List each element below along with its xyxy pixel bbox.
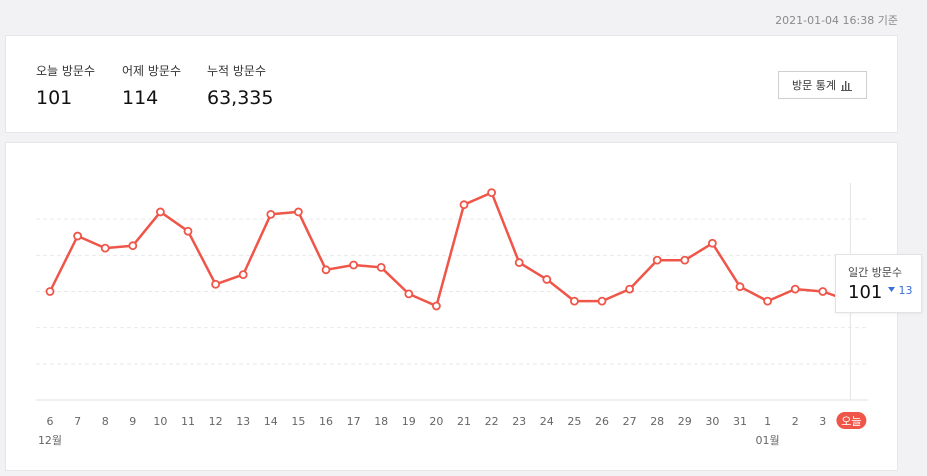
x-tick-label: 25 bbox=[567, 415, 581, 428]
data-point bbox=[100, 243, 110, 253]
tooltip-change-value: 13 bbox=[898, 284, 913, 297]
data-point bbox=[570, 296, 579, 306]
x-tick-label: 26 bbox=[595, 415, 609, 428]
x-tick-label: 12 bbox=[209, 415, 223, 428]
data-point bbox=[349, 260, 359, 270]
tooltip-label: 일간 방문수 bbox=[848, 266, 903, 279]
x-tick-label: 11 bbox=[181, 415, 195, 428]
x-tick-label: 7 bbox=[74, 415, 81, 428]
x-tick-label: 17 bbox=[347, 415, 361, 428]
today-visits: 오늘 방문수 101 bbox=[36, 62, 95, 109]
data-point bbox=[266, 209, 276, 219]
daily-visits-chart: 6 7 8 9 10 11 12 13 14 15 16 17 18 19 20 21 22 23 24 25 26 27… bbox=[36, 183, 868, 447]
data-point bbox=[155, 207, 165, 217]
x-tick-label: 10 bbox=[153, 415, 167, 428]
x-tick-label: 29 bbox=[678, 415, 692, 428]
data-point bbox=[542, 275, 552, 284]
x-tick-label: 24 bbox=[540, 415, 554, 428]
yesterday-visits-value: 114 bbox=[122, 87, 159, 109]
today-badge bbox=[836, 412, 867, 429]
total-visits-label: 누적 방문수 bbox=[207, 64, 267, 78]
x-tick-label-today: 오늘 bbox=[841, 415, 861, 428]
bar-chart-icon bbox=[840, 80, 852, 91]
data-point bbox=[45, 287, 55, 296]
today-visits-label: 오늘 방문수 bbox=[36, 64, 96, 78]
x-tick-label: 19 bbox=[402, 415, 416, 428]
visit-stats-button[interactable]: 방문 통계 bbox=[778, 71, 867, 99]
data-point bbox=[321, 265, 331, 275]
x-tick-label: 14 bbox=[264, 415, 278, 428]
x-tick-label: 18 bbox=[374, 415, 388, 428]
daily-visits-chart-card: 6 7 8 9 10 11 12 13 14 15 16 17 18 19 20 21 22 23 24 25 26 27… bbox=[5, 142, 898, 471]
data-point bbox=[708, 238, 717, 248]
x-tick-label: 1 bbox=[764, 415, 771, 428]
month-label: 12월 bbox=[38, 434, 62, 447]
x-tick-label: 31 bbox=[733, 415, 747, 428]
daily-visits-tooltip: 일간 방문수 101 13 bbox=[835, 254, 922, 313]
data-point bbox=[763, 296, 772, 306]
x-tick-label: 23 bbox=[512, 415, 526, 428]
visit-summary-card: 오늘 방문수 101 어제 방문수 114 누적 방문수 63,335 방문 통… bbox=[5, 35, 898, 133]
data-point bbox=[128, 241, 138, 251]
tooltip-value: 101 bbox=[848, 282, 883, 303]
x-tick-label: 28 bbox=[650, 415, 664, 428]
data-point bbox=[790, 284, 800, 294]
yesterday-visits-label: 어제 방문수 bbox=[122, 64, 182, 78]
x-tick-label: 22 bbox=[485, 415, 499, 428]
data-point bbox=[431, 301, 441, 311]
yesterday-visits: 어제 방문수 114 bbox=[122, 62, 181, 109]
today-visits-value: 101 bbox=[36, 87, 73, 109]
data-point bbox=[459, 200, 469, 210]
total-visits-value: 63,335 bbox=[207, 87, 274, 109]
data-point bbox=[293, 207, 303, 217]
data-point bbox=[183, 226, 193, 236]
tooltip-change: 13 bbox=[888, 284, 913, 297]
data-point bbox=[625, 284, 634, 294]
month-label: 01월 bbox=[756, 434, 780, 447]
data-point bbox=[238, 270, 248, 280]
data-point bbox=[514, 258, 524, 267]
data-point bbox=[404, 289, 414, 299]
x-tick-label: 16 bbox=[319, 415, 333, 428]
x-tick-label: 2 bbox=[792, 415, 799, 428]
data-point bbox=[735, 282, 745, 292]
x-tick-label: 9 bbox=[129, 415, 136, 428]
data-point bbox=[211, 279, 221, 289]
x-tick-label: 20 bbox=[429, 415, 443, 428]
data-point bbox=[680, 255, 690, 265]
x-tick-label: 21 bbox=[457, 415, 471, 428]
data-point bbox=[487, 188, 497, 198]
visit-stats-button-label: 방문 통계 bbox=[792, 79, 836, 92]
data-point bbox=[818, 287, 828, 296]
x-tick-label: 15 bbox=[291, 415, 305, 428]
x-tick-label: 13 bbox=[236, 415, 250, 428]
timestamp: 2021-01-04 16:38 기준 bbox=[775, 14, 898, 27]
data-point bbox=[376, 262, 386, 272]
triangle-down-icon bbox=[888, 287, 895, 292]
x-tick-label: 8 bbox=[102, 415, 109, 428]
x-tick-label: 27 bbox=[623, 415, 637, 428]
series-line bbox=[48, 191, 851, 308]
x-tick-label: 3 bbox=[819, 415, 826, 428]
data-point bbox=[652, 255, 662, 265]
data-point bbox=[597, 296, 607, 306]
data-point bbox=[73, 231, 82, 241]
x-tick-label: 30 bbox=[705, 415, 719, 428]
total-visits: 누적 방문수 63,335 bbox=[207, 62, 273, 109]
x-tick-label: 6 bbox=[47, 415, 54, 428]
